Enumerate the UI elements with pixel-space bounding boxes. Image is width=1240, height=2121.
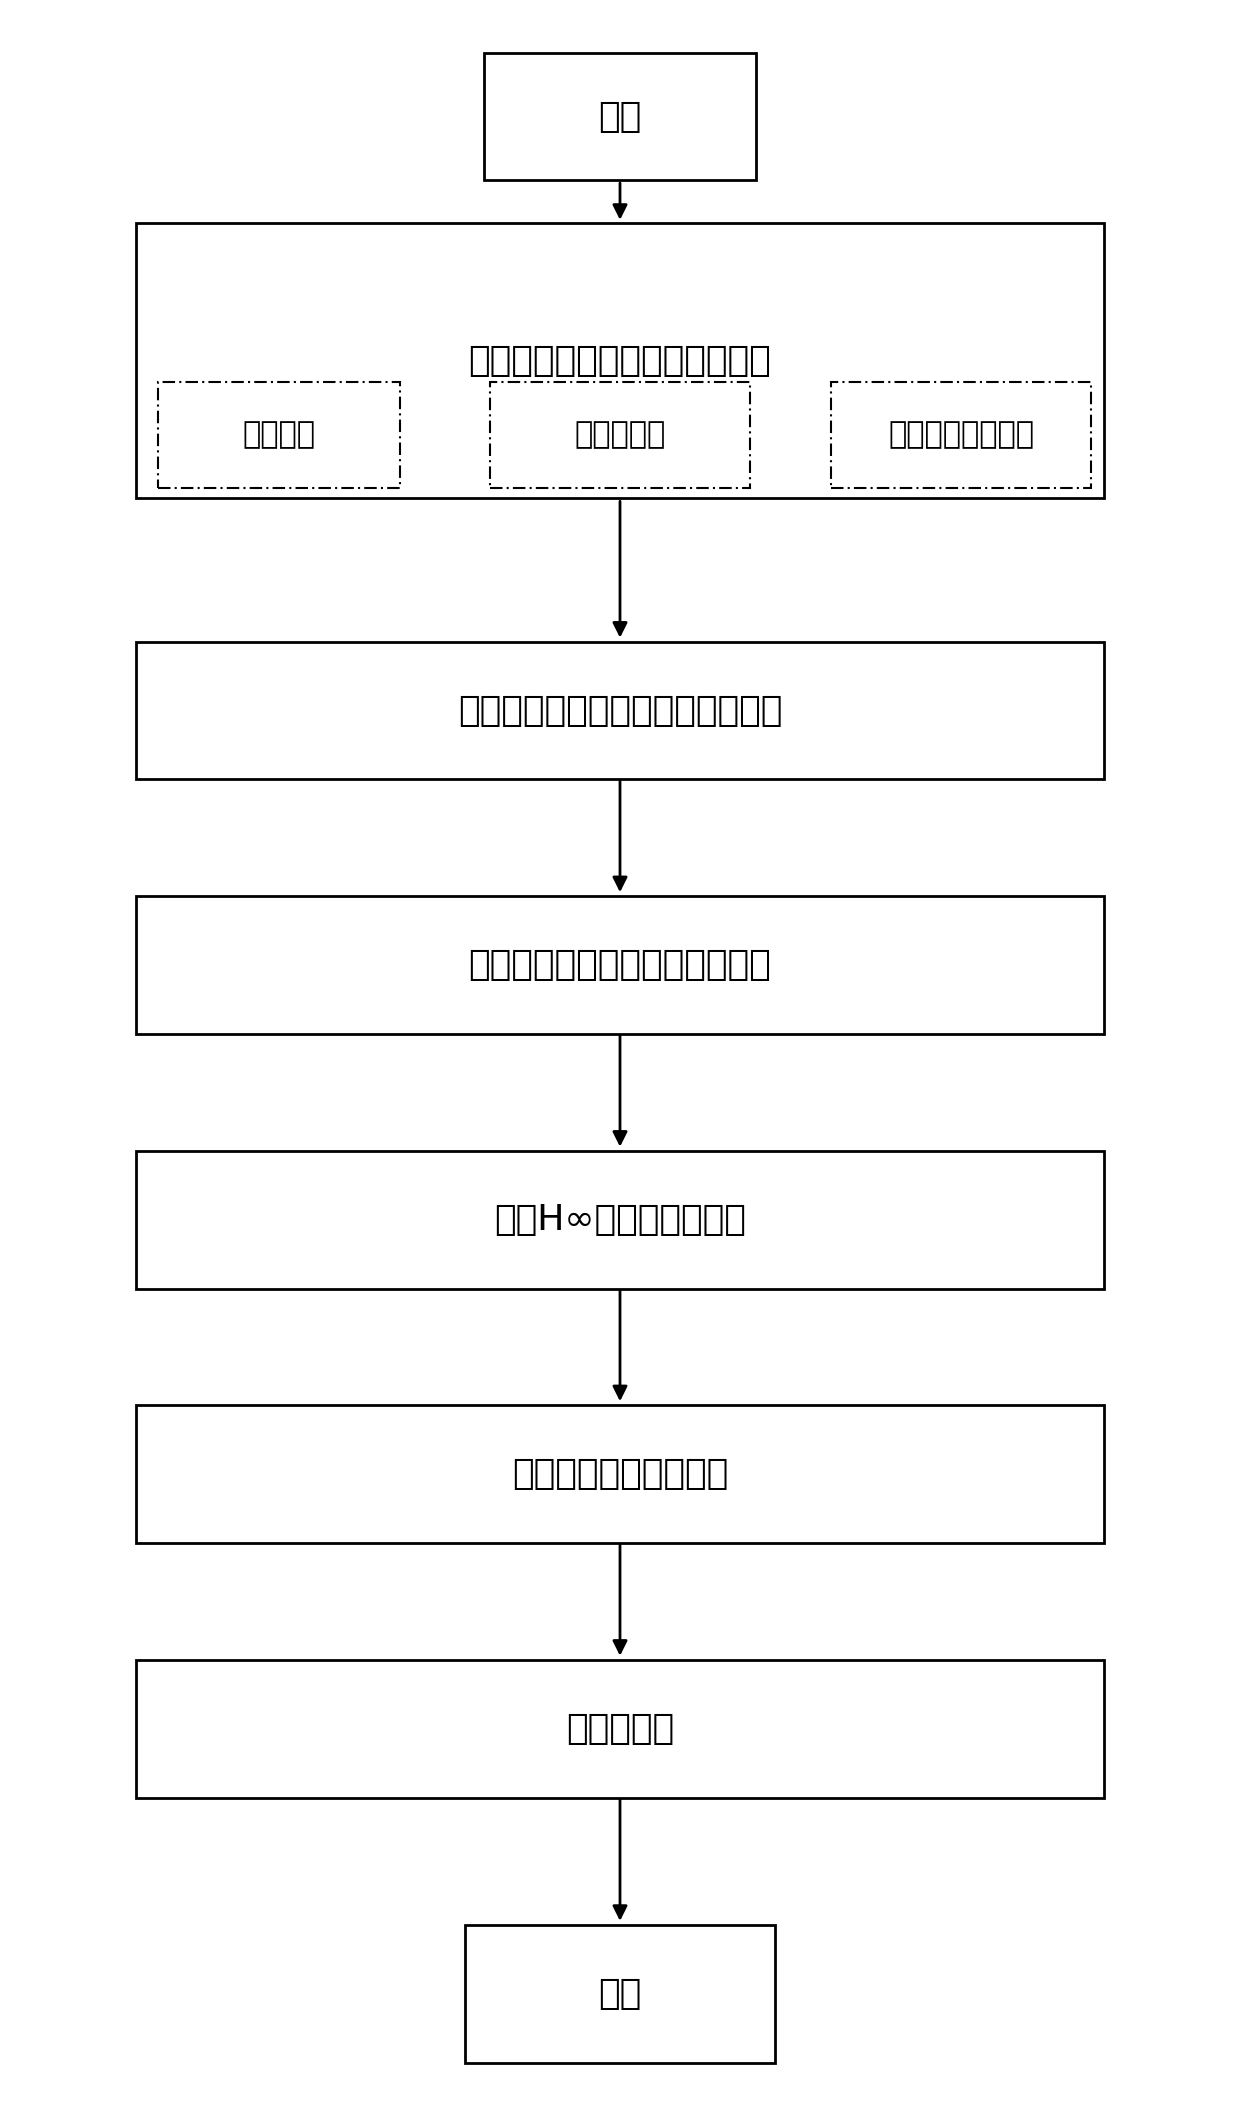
Bar (136, 641, 1104, 778)
Text: 设计干扰观测器估计可建模干扰: 设计干扰观测器估计可建模干扰 (469, 948, 771, 982)
Text: 含有多源干扰的系统动力学模型: 含有多源干扰的系统动力学模型 (469, 344, 771, 378)
Text: 可建模干扰: 可建模干扰 (574, 420, 666, 450)
Bar (136, 1406, 1104, 1544)
Bar (136, 1150, 1104, 1290)
Bar (484, 53, 756, 180)
Bar (136, 223, 1104, 498)
Text: 结束: 结束 (599, 1977, 641, 2011)
Text: 设计故障诊断观测器估计时变故障: 设计故障诊断观测器估计时变故障 (458, 694, 782, 728)
Text: 增益阵求解: 增益阵求解 (565, 1712, 675, 1746)
Bar (159, 382, 399, 488)
Text: 不可建模随机干扰: 不可建模随机干扰 (888, 420, 1034, 450)
Text: 时变故障: 时变故障 (243, 420, 315, 450)
Text: 设计容错抗干扰控制器: 设计容错抗干扰控制器 (512, 1457, 728, 1491)
Text: 开始: 开始 (599, 100, 641, 134)
Bar (465, 1926, 775, 2062)
Bar (136, 895, 1104, 1033)
Bar (831, 382, 1091, 488)
Bar (490, 382, 750, 488)
Bar (136, 1659, 1104, 1799)
Text: 设计H∞状态反馈控制器: 设计H∞状态反馈控制器 (494, 1203, 746, 1237)
